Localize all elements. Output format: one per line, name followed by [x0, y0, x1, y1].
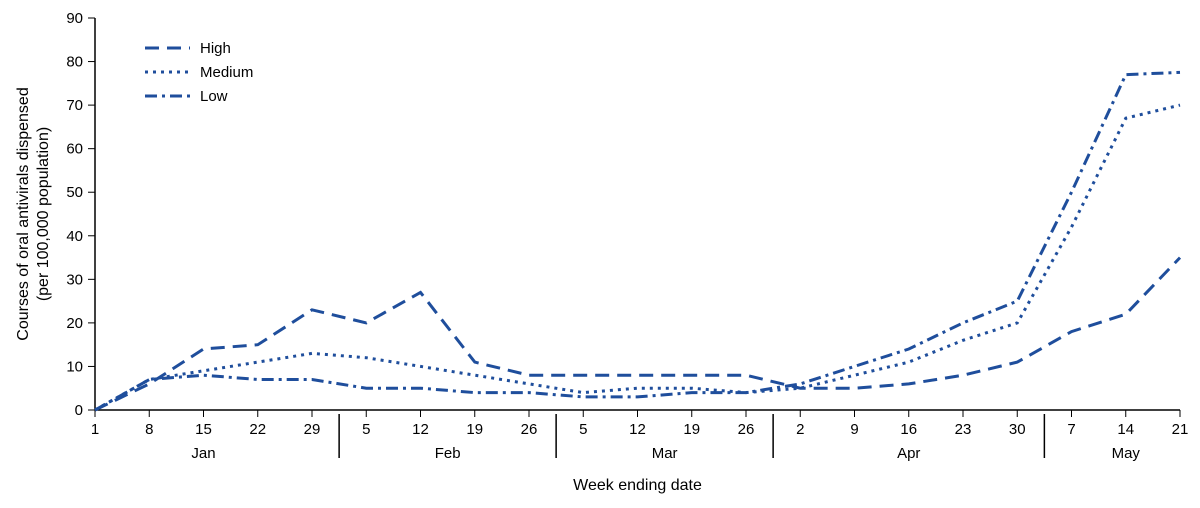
x-tick-label: 5	[362, 421, 370, 438]
x-tick-label: 29	[304, 421, 321, 438]
x-tick-label: 16	[900, 421, 917, 438]
y-tick-label: 40	[66, 228, 83, 245]
x-tick-label: 30	[1009, 421, 1026, 438]
y-tick-label: 50	[66, 184, 83, 201]
y-tick-label: 60	[66, 141, 83, 158]
x-tick-label: 12	[412, 421, 429, 438]
x-tick-label: 26	[738, 421, 755, 438]
month-label: Mar	[652, 445, 678, 462]
legend-label: High	[200, 40, 231, 57]
x-tick-label: 7	[1067, 421, 1075, 438]
y-tick-label: 30	[66, 271, 83, 288]
legend-label: Medium	[200, 64, 253, 81]
y-axis-title: Courses of oral antivirals dispensed(per…	[15, 87, 52, 340]
x-tick-label: 22	[249, 421, 266, 438]
series-high	[95, 258, 1180, 410]
y-tick-label: 0	[75, 402, 83, 419]
x-tick-label: 26	[521, 421, 538, 438]
y-tick-label: 90	[66, 10, 83, 27]
month-label: May	[1112, 445, 1141, 462]
legend-label: Low	[200, 88, 228, 105]
series-medium	[95, 105, 1180, 410]
y-tick-label: 20	[66, 315, 83, 332]
x-tick-label: 23	[955, 421, 972, 438]
x-tick-label: 2	[796, 421, 804, 438]
line-chart: 0102030405060708090181522295121926512192…	[0, 0, 1200, 508]
x-tick-label: 12	[629, 421, 646, 438]
x-tick-label: 14	[1117, 421, 1134, 438]
y-tick-label: 10	[66, 358, 83, 375]
x-tick-label: 15	[195, 421, 212, 438]
x-tick-label: 19	[466, 421, 483, 438]
x-tick-label: 5	[579, 421, 587, 438]
month-label: Jan	[191, 445, 215, 462]
x-axis-title: Week ending date	[573, 477, 702, 494]
x-tick-label: 21	[1172, 421, 1189, 438]
month-label: Feb	[435, 445, 461, 462]
x-tick-label: 1	[91, 421, 99, 438]
x-tick-label: 19	[683, 421, 700, 438]
y-tick-label: 80	[66, 54, 83, 71]
series-low	[95, 72, 1180, 410]
y-tick-label: 70	[66, 97, 83, 114]
x-tick-label: 9	[850, 421, 858, 438]
month-label: Apr	[897, 445, 920, 462]
x-tick-label: 8	[145, 421, 153, 438]
